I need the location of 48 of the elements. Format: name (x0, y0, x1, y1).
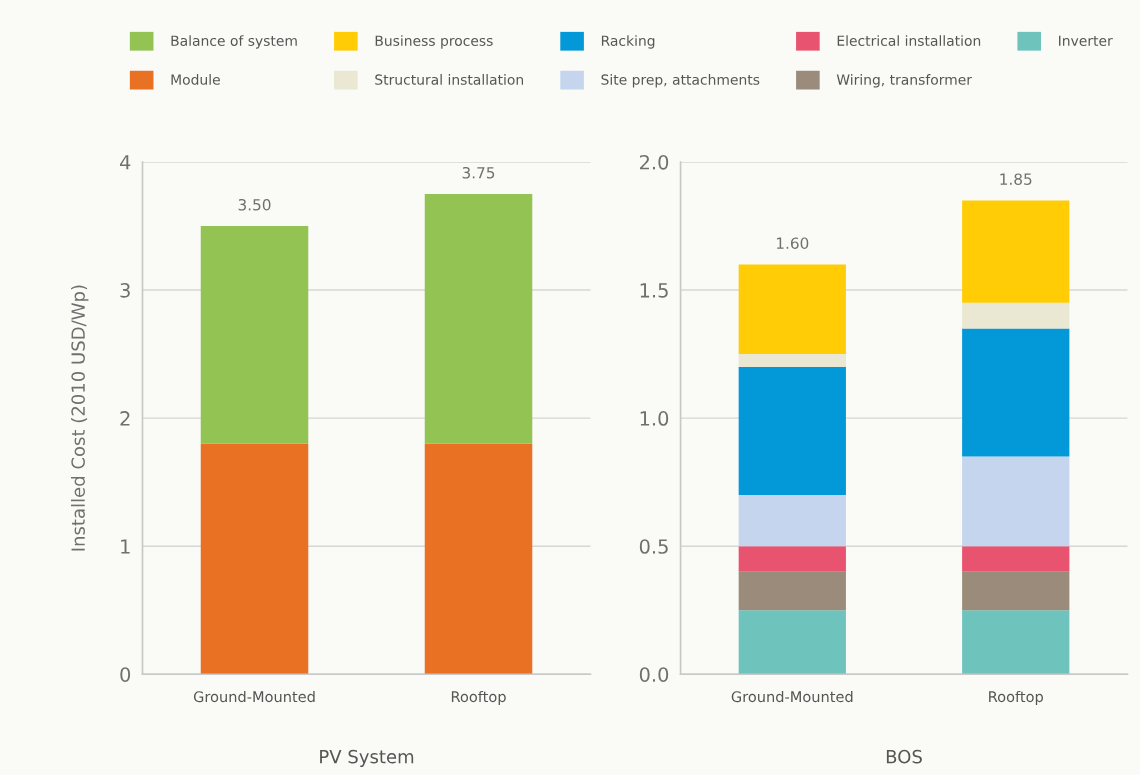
y-tick-label: 0 (120, 667, 131, 682)
bar (738, 494, 846, 547)
bar (962, 328, 1070, 457)
bar (962, 571, 1070, 611)
x-tick-label: Rooftop (989, 690, 1043, 706)
legend-label: Module (171, 74, 220, 85)
bar (962, 302, 1070, 329)
bar (200, 226, 309, 444)
y-tick-label: 0.5 (639, 539, 668, 554)
x-axis-title: PV System (320, 749, 414, 767)
y-tick-label: 2.0 (639, 154, 669, 170)
y-tick-label: 1.5 (640, 283, 668, 298)
x-axis-title: BOS (886, 749, 922, 764)
total-label: 3.75 (462, 166, 495, 179)
y-tick-label: 1 (121, 539, 130, 554)
bar (738, 264, 846, 355)
total-label: 3.50 (238, 198, 271, 211)
bar (962, 200, 1070, 303)
legend-label: Inverter (1059, 35, 1113, 46)
bar (962, 546, 1070, 572)
bar (738, 571, 846, 611)
x-tick-label: Ground-Mounted (193, 690, 315, 703)
y-tick-label: 2 (120, 411, 130, 426)
legend-label: Site prep, attachments (601, 74, 760, 88)
y-axis-title: Installed Cost (2010 USD/Wp) (70, 285, 89, 551)
x-tick-label: Rooftop (451, 690, 506, 706)
bar (738, 366, 846, 495)
y-tick-label: 1.0 (640, 411, 669, 426)
y-tick-label: 4 (119, 155, 131, 170)
total-label: 1.85 (1000, 173, 1032, 185)
bar (738, 546, 846, 572)
y-tick-label: 0.0 (639, 667, 669, 682)
legend-label: Business process (375, 35, 493, 49)
x-tick-label: Ground-Mounted (731, 690, 853, 703)
legend-label: Wiring, transformer (836, 74, 972, 88)
bar (738, 354, 846, 367)
legend-label: Electrical installation (837, 35, 981, 46)
bar (424, 443, 533, 675)
legend-label: Structural installation (375, 74, 523, 85)
bar (738, 610, 846, 675)
legend-label: Balance of system (171, 35, 297, 49)
bar (424, 193, 533, 444)
y-tick-label: 3 (120, 283, 130, 298)
bar (200, 443, 309, 675)
bar (962, 610, 1070, 675)
legend-label: Racking (601, 35, 655, 49)
bar (962, 456, 1070, 547)
total-label: 1.60 (776, 237, 809, 249)
